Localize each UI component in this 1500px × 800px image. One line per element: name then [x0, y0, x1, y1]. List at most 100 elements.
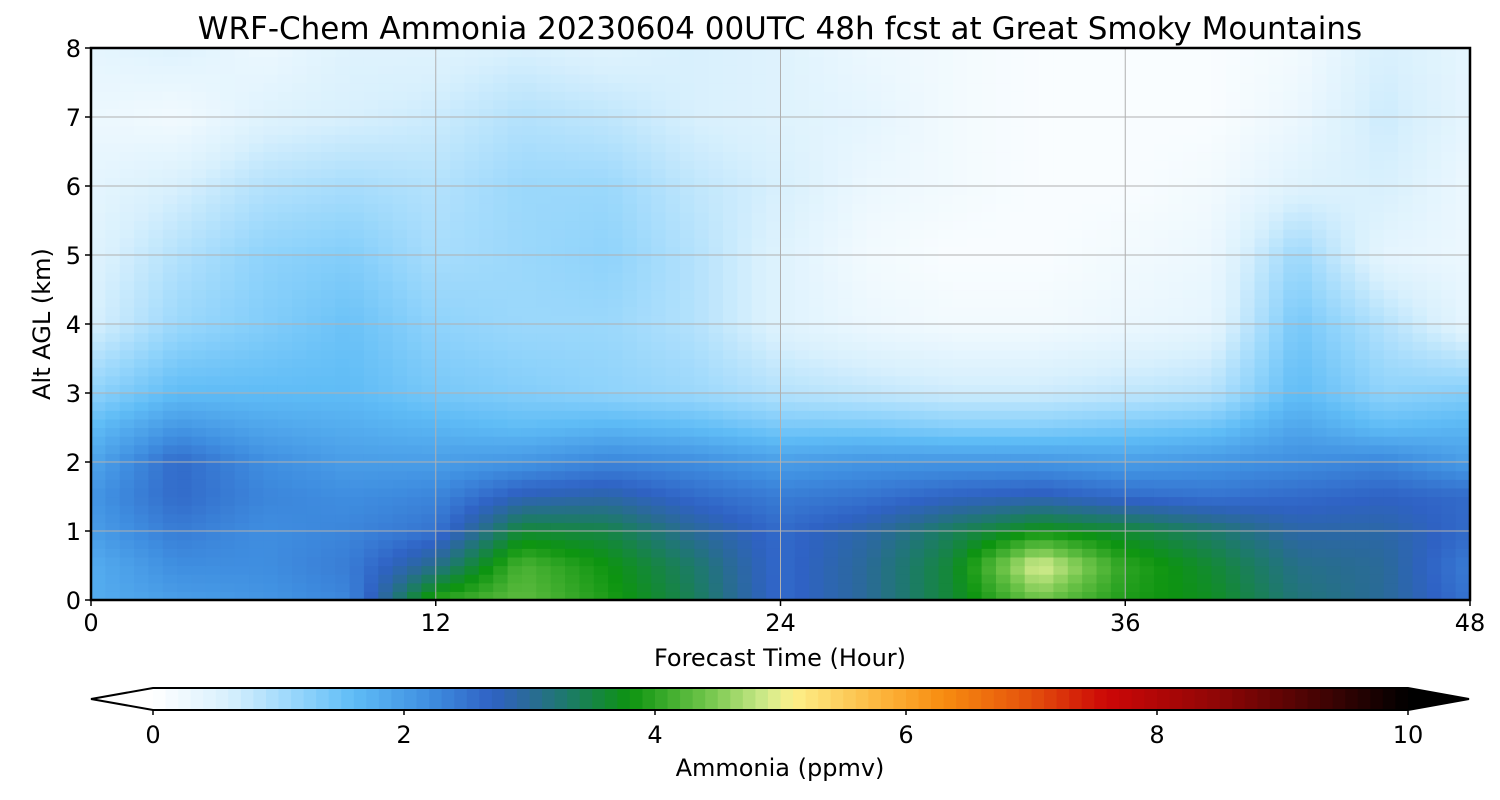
contour-cell [1254, 505, 1270, 515]
contour-cell [392, 306, 408, 316]
contour-cell [507, 462, 523, 472]
contour-cell [421, 358, 437, 368]
contour-cell [766, 479, 782, 489]
contour-cell [450, 255, 466, 265]
contour-cell [608, 280, 624, 291]
contour-cell [1024, 289, 1040, 299]
contour-cell [766, 168, 782, 178]
contour-cell [1139, 194, 1155, 204]
contour-cell [550, 358, 566, 368]
contour-cell [1340, 436, 1356, 446]
contour-cell [1067, 496, 1083, 506]
contour-cell [622, 298, 638, 308]
contour-cell [421, 324, 437, 334]
contour-cell [579, 194, 595, 204]
contour-cell [119, 539, 135, 549]
contour-cell [1039, 479, 1055, 489]
contour-cell [435, 306, 451, 316]
contour-cell [809, 306, 825, 316]
contour-cell [177, 393, 193, 403]
contour-cell [579, 237, 595, 247]
contour-cell [435, 556, 451, 567]
contour-cell [837, 289, 853, 299]
contour-cell [1340, 384, 1356, 394]
contour-cell [435, 211, 451, 222]
contour-cell [1355, 203, 1371, 213]
contour-cell [1412, 298, 1428, 308]
contour-cell [521, 186, 537, 196]
contour-cell [292, 229, 308, 239]
contour-cell [177, 548, 193, 558]
contour-cell [220, 410, 236, 420]
contour-cell [407, 168, 422, 178]
contour-cell [162, 324, 178, 334]
contour-cell [349, 151, 365, 161]
contour-cell [593, 522, 609, 532]
contour-cell [694, 522, 710, 532]
contour-cell [550, 203, 566, 213]
contour-cell [924, 418, 940, 429]
contour-cell [924, 393, 940, 403]
contour-cell [277, 436, 293, 446]
contour-cell [1110, 487, 1126, 498]
contour-cell [177, 324, 193, 334]
contour-cell [1455, 194, 1471, 204]
contour-cell [91, 168, 106, 178]
contour-cell [1125, 289, 1141, 299]
contour-cell [1010, 462, 1026, 472]
contour-cell [737, 470, 753, 480]
contour-cell [1340, 306, 1356, 316]
contour-cell [1010, 418, 1026, 429]
contour-cell [363, 160, 379, 170]
contour-cell [1168, 177, 1184, 187]
contour-cell [349, 229, 365, 239]
contour-cell [1024, 427, 1040, 437]
contour-cell [708, 220, 724, 230]
contour-cell [363, 349, 379, 360]
contour-cell [1225, 436, 1241, 446]
contour-cell [866, 263, 882, 273]
contour-cell [1240, 539, 1256, 549]
contour-cell [952, 324, 968, 334]
contour-cell [478, 418, 494, 429]
contour-cell [938, 246, 954, 256]
contour-cell [636, 324, 652, 334]
contour-cell [1240, 591, 1256, 601]
contour-cell [1369, 168, 1385, 178]
contour-cell [1182, 194, 1198, 204]
contour-cell [780, 332, 796, 342]
contour-cell [967, 229, 983, 239]
contour-cell [823, 151, 839, 161]
contour-cell [679, 410, 695, 420]
contour-cell [177, 177, 193, 187]
contour-cell [421, 384, 437, 394]
contour-cell [363, 574, 379, 584]
contour-cell [320, 280, 336, 291]
contour-cell [909, 358, 925, 368]
contour-cell [507, 298, 523, 308]
contour-cell [1024, 186, 1040, 196]
contour-cell [119, 462, 135, 472]
contour-cell [924, 582, 940, 592]
contour-cell [1369, 298, 1385, 308]
contour-cell [249, 186, 264, 196]
contour-cell [1024, 177, 1040, 187]
contour-cell [1153, 229, 1169, 239]
contour-cell [1240, 444, 1256, 454]
contour-cell [665, 505, 681, 515]
contour-cell [450, 367, 466, 377]
contour-cell [162, 255, 178, 265]
contour-cell [823, 453, 839, 463]
contour-cell [967, 194, 983, 204]
contour-cell [751, 229, 767, 239]
contour-cell [608, 401, 624, 411]
contour-cell [1426, 582, 1442, 592]
contour-cell [1455, 556, 1471, 567]
contour-cell [335, 263, 351, 273]
contour-cell [1455, 160, 1471, 170]
contour-cell [464, 393, 480, 403]
contour-cell [622, 556, 638, 567]
contour-cell [895, 496, 911, 506]
contour-cell [1426, 186, 1442, 196]
contour-cell [794, 418, 810, 429]
